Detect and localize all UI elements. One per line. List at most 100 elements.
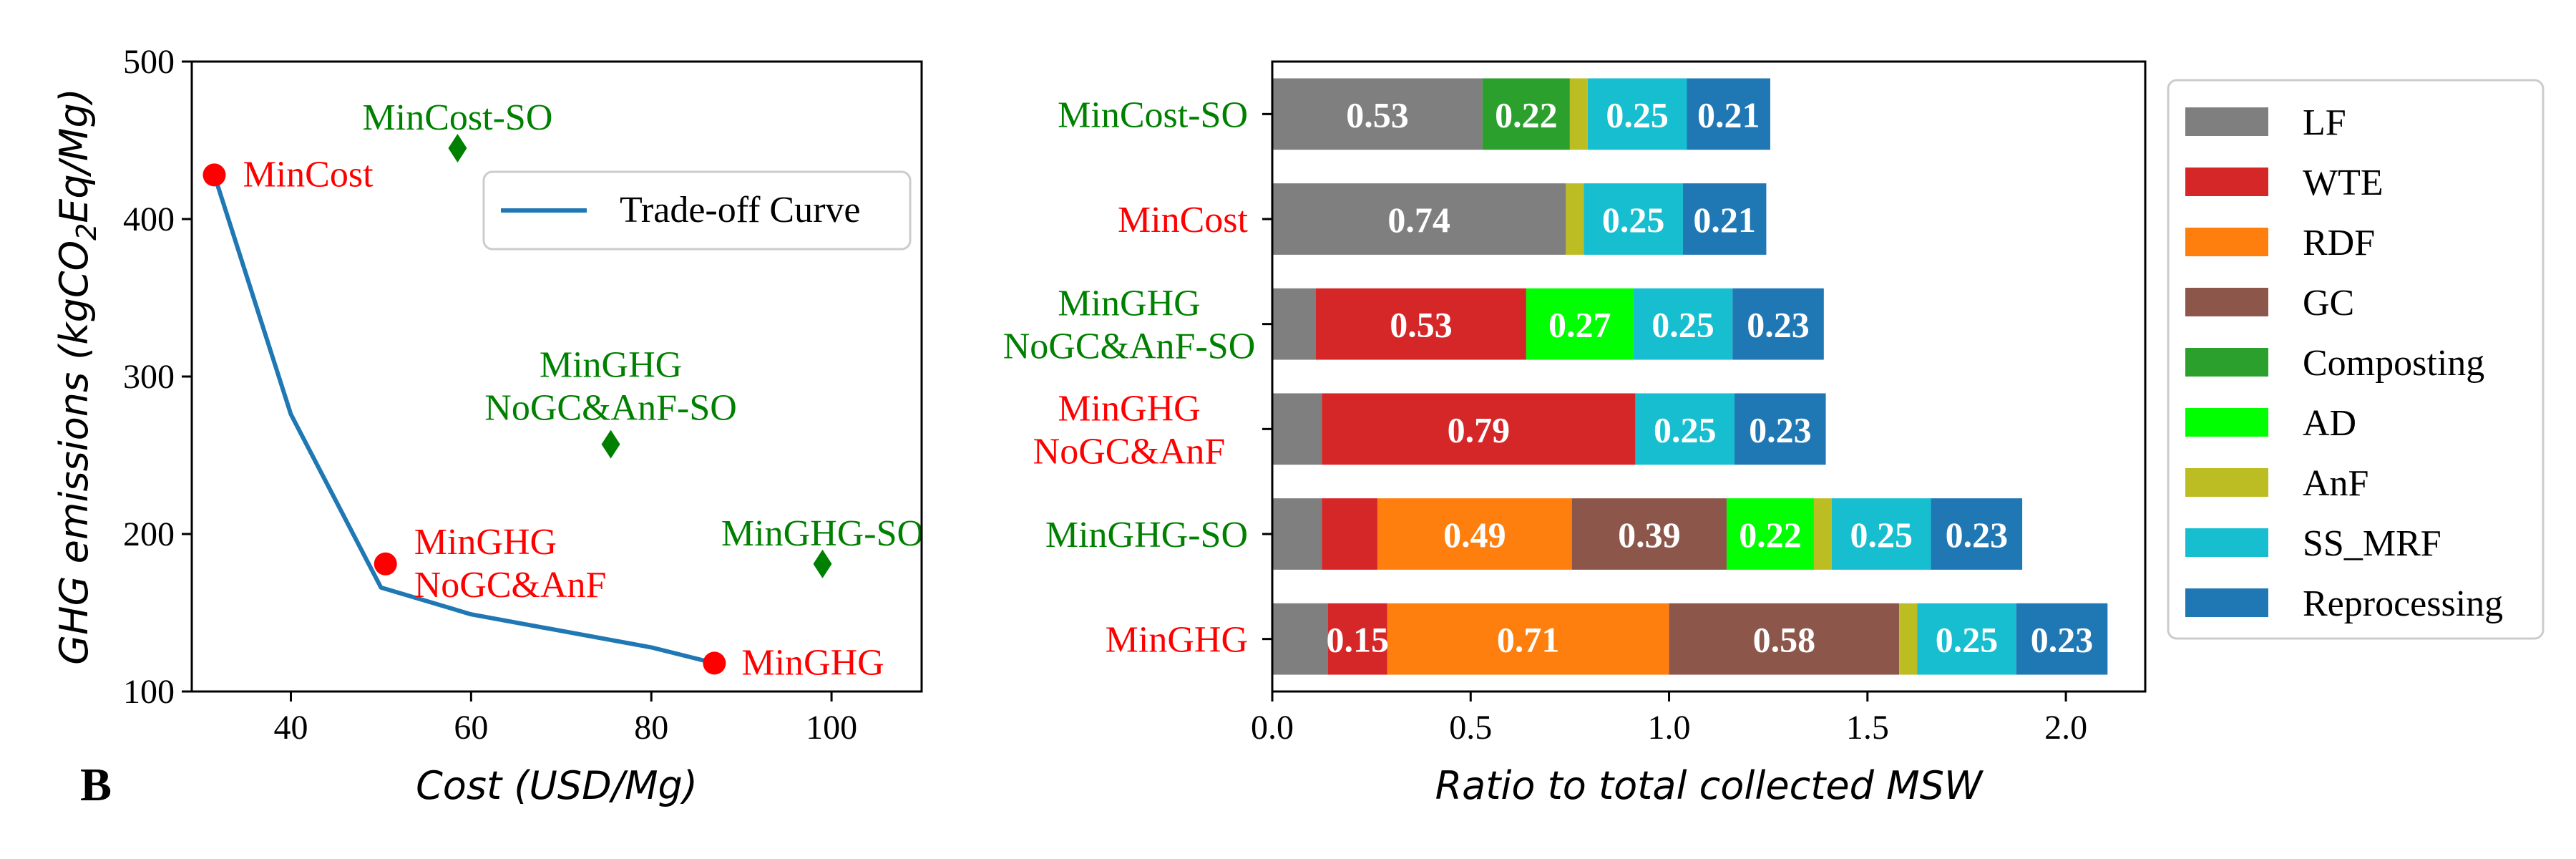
bar-legend-swatch xyxy=(2185,107,2268,136)
bar-data-label: 0.25 xyxy=(1602,200,1665,240)
bar-segment xyxy=(1732,288,1824,360)
bar-x-tick-label: 1.0 xyxy=(1648,709,1691,747)
bar-segment xyxy=(1322,498,1377,570)
panel-label: B xyxy=(80,759,112,811)
y-axis-label-prefix: GHG emissions (kgCO xyxy=(52,241,97,665)
bar-legend-swatch xyxy=(2185,408,2268,437)
bar-data-label: 0.53 xyxy=(1390,305,1453,345)
bar-legend-swatch xyxy=(2185,288,2268,316)
scatter-point-label: MinGHG-SO xyxy=(721,513,924,554)
bar-axes-ticks: 0.0 0.5 1.0 1.5 2.0 xyxy=(1251,691,2087,747)
bar-category-label: MinCost xyxy=(1118,200,1249,241)
bar-segment xyxy=(1682,183,1767,255)
scatter-legend: Trade-off Curve xyxy=(482,170,912,251)
bar-segment xyxy=(1272,393,1322,465)
bar-segment xyxy=(1316,288,1526,360)
bar-category-label: MinGHG-SO xyxy=(1045,515,1248,555)
bar-legend-box xyxy=(2167,79,2545,640)
bar-data-label: 0.79 xyxy=(1448,409,1511,450)
bar-legend-entry: Composting xyxy=(2303,343,2484,384)
scatter-axes-ticks: 40 60 80 100 100 200 300 400 500 xyxy=(123,43,857,747)
bar-legend: LF WTE RDF GC Composting AD AnF SS_MRF Reprocess… xyxy=(2167,79,2545,640)
bar-segment xyxy=(1272,183,1566,255)
bar-segment xyxy=(1322,393,1636,465)
bar-legend-swatch xyxy=(2185,468,2268,497)
bar-segment xyxy=(1899,603,1918,675)
x-tick-label: 80 xyxy=(634,709,668,747)
scatter-point-circle xyxy=(703,651,726,675)
bar-segment xyxy=(1482,78,1570,150)
bar-segment xyxy=(1272,498,1322,570)
bar-data-label: 0.25 xyxy=(1850,515,1913,555)
scatter-point-label: MinCost xyxy=(243,154,374,195)
bar-legend-entry: SS_MRF xyxy=(2303,523,2441,564)
bar-legend-swatch xyxy=(2185,588,2268,617)
scatter-plot-frame xyxy=(190,60,923,693)
bar-data-label: 0.25 xyxy=(1606,94,1669,135)
scatter-x-axis-label: Cost (USD/Mg) xyxy=(416,763,698,808)
y-tick-label: 100 xyxy=(123,673,175,711)
bar-data-label: 0.21 xyxy=(1693,200,1756,240)
tradeoff-scatter-chart: 40 60 80 100 100 200 300 400 500 MinCost MinGHG No… xyxy=(52,43,924,808)
scatter-point-diamond xyxy=(601,430,620,459)
bar-segment xyxy=(1669,603,1900,675)
bar-data-label: 0.22 xyxy=(1495,94,1558,135)
bar-data-label: 0.25 xyxy=(1654,409,1717,450)
y-axis-label-subscript: 2 xyxy=(71,223,102,241)
bar-data-label: 0.23 xyxy=(2031,620,2094,660)
y-tick-label: 200 xyxy=(123,515,175,553)
bar-data-label: 0.23 xyxy=(1946,515,2009,555)
tradeoff-curve-line xyxy=(212,174,716,666)
y-tick-label: 400 xyxy=(123,200,175,238)
legend-entry-label: Trade-off Curve xyxy=(620,190,861,230)
scatter-point-diamond xyxy=(448,134,467,162)
bar-segment xyxy=(1387,603,1669,675)
scatter-point-circle xyxy=(374,552,397,576)
bar-x-tick-label: 0.0 xyxy=(1251,709,1294,747)
bar-category-label: MinGHG NoGC&AnF-SO xyxy=(1003,283,1256,367)
scatter-point-label: MinGHG NoGC&AnF xyxy=(414,522,607,606)
bar-segment xyxy=(1272,288,1316,360)
bar-data-label: 0.23 xyxy=(1749,409,1812,450)
y-tick-label: 500 xyxy=(123,43,175,81)
bar-data-label: 0.25 xyxy=(1652,305,1714,345)
bar-legend-swatch xyxy=(2185,528,2268,557)
bar-legend-entry: WTE xyxy=(2303,162,2384,203)
bar-segments-layer xyxy=(1272,78,2108,675)
bar-segment xyxy=(1566,183,1584,255)
bar-segment xyxy=(1571,498,1727,570)
bar-data-label: 0.74 xyxy=(1387,200,1450,240)
x-tick-label: 40 xyxy=(274,709,308,747)
bar-data-label: 0.71 xyxy=(1497,620,1560,660)
bar-legend-entry: RDF xyxy=(2303,223,2375,263)
bar-data-label: 0.53 xyxy=(1346,94,1409,135)
bar-data-label: 0.27 xyxy=(1548,305,1611,345)
bar-legend-entry: AD xyxy=(2303,403,2356,444)
bar-x-tick-label: 2.0 xyxy=(2044,709,2087,747)
bar-segment xyxy=(1272,78,1483,150)
bar-segment xyxy=(1931,498,2023,570)
bar-segment xyxy=(1917,603,2016,675)
bar-x-tick-label: 0.5 xyxy=(1449,709,1492,747)
bar-category-label: MinCost-SO xyxy=(1058,94,1248,135)
bar-data-label: 0.22 xyxy=(1739,515,1802,555)
bar-legend-swatch xyxy=(2185,228,2268,256)
stacked-bar-chart: 0.0 0.5 1.0 1.5 2.0 0.53 0.22 0.25 0.21 0.74 0.25… xyxy=(1003,60,2545,808)
scatter-legend-box xyxy=(482,170,912,251)
x-tick-label: 60 xyxy=(454,709,488,747)
bar-data-label: 0.39 xyxy=(1618,515,1681,555)
y-tick-label: 300 xyxy=(123,358,175,396)
bar-segment xyxy=(1327,603,1387,675)
bar-segment xyxy=(1831,498,1931,570)
y-axis-label-suffix: Eq/Mg) xyxy=(52,88,97,223)
bar-x-axis-label: Ratio to total collected MSW xyxy=(1435,763,1984,808)
bar-segment xyxy=(1735,393,1826,465)
bar-legend-entry: AnF xyxy=(2303,463,2368,504)
bar-segment xyxy=(1633,288,1733,360)
scatter-y-axis-label: GHG emissions (kgCO2Eq/Mg) xyxy=(52,88,102,665)
bar-data-label: 0.25 xyxy=(1936,620,1999,660)
scatter-points-layer: MinCost MinGHG NoGC&AnF MinGHG MinCost-SO Min… xyxy=(203,97,924,683)
scatter-point-label: MinGHG xyxy=(741,642,884,683)
bar-segment xyxy=(2016,603,2108,675)
bar-segment xyxy=(1272,603,1328,675)
